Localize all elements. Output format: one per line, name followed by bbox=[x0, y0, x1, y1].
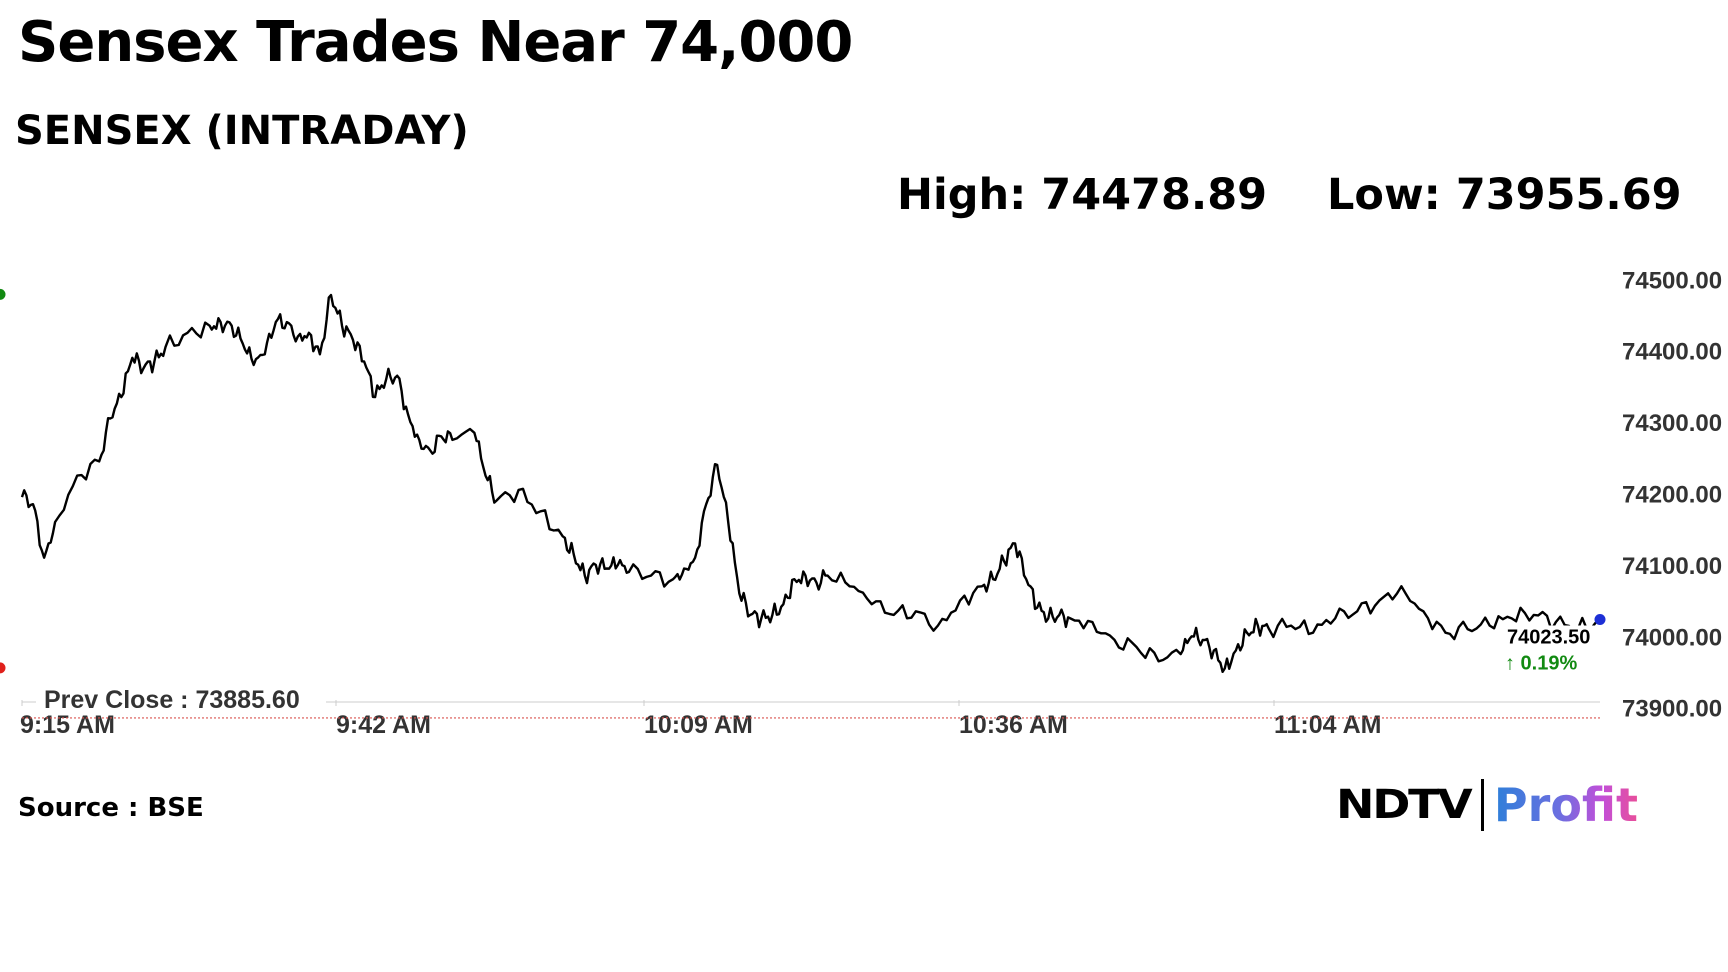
day-low-stat: Low: 73955.69 bbox=[1327, 170, 1682, 220]
last-price-label-bg bbox=[1503, 625, 1598, 650]
y-tick-label: 74300.00 bbox=[1622, 410, 1722, 437]
y-tick-label: 74400.00 bbox=[1622, 339, 1722, 366]
y-tick-label: 74000.00 bbox=[1622, 624, 1722, 651]
prev-close-label: Prev Close : 73885.60 bbox=[44, 686, 300, 714]
day-high-stat: High: 74478.89 bbox=[897, 170, 1268, 220]
prev-close-label-bg bbox=[36, 683, 326, 714]
x-tick-label: 11:04 AM bbox=[1274, 711, 1381, 739]
y-tick-label: 74100.00 bbox=[1622, 553, 1722, 580]
brand-ndtv: NDTV bbox=[1336, 782, 1473, 828]
y-tick-label: 73900.00 bbox=[1622, 696, 1722, 723]
brand-profit: Profit bbox=[1493, 778, 1639, 832]
y-tick-label: 74500.00 bbox=[1622, 267, 1722, 294]
x-tick-label: 9:42 AM bbox=[336, 711, 431, 739]
x-tick-label: 10:09 AM bbox=[644, 711, 753, 739]
x-axis: 9:15 AM 9:42 AM 10:09 AM 10:36 AM 11:04 AM bbox=[20, 700, 1600, 739]
intraday-line-chart: 74500.00 74400.00 74300.00 74200.00 74100.00… bbox=[0, 267, 1722, 739]
brand-divider bbox=[1480, 779, 1484, 831]
y-axis: 74500.00 74400.00 74300.00 74200.00 74100.00… bbox=[1622, 267, 1722, 722]
x-tick-label: 10:36 AM bbox=[959, 711, 1068, 739]
page-title: Sensex Trades Near 74,000 bbox=[18, 10, 853, 75]
change-percent-label: ↑ 0.19% bbox=[1505, 653, 1577, 675]
x-tick-label: 9:15 AM bbox=[20, 711, 115, 739]
brand-logo: NDTV Profit bbox=[1336, 770, 1638, 840]
plot-area: Prev Close : 73885.60 74023.50 ↑ 0.19% bbox=[0, 288, 1606, 719]
high-marker bbox=[0, 288, 6, 300]
last-price-label: 74023.50 bbox=[1507, 627, 1590, 649]
sensex-price-line bbox=[20, 293, 1601, 673]
last-price-marker bbox=[1594, 614, 1606, 626]
y-tick-label: 74200.00 bbox=[1622, 481, 1722, 508]
chart-subtitle: SENSEX (INTRADAY) bbox=[15, 108, 469, 154]
low-marker bbox=[0, 662, 6, 674]
source-note: Source : BSE bbox=[18, 793, 204, 823]
